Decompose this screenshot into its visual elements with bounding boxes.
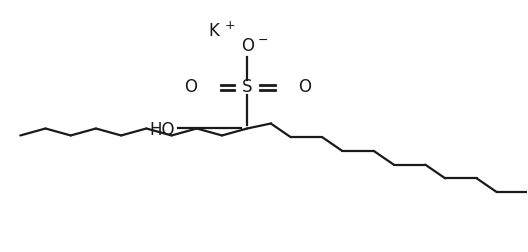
Text: −: −: [258, 34, 268, 47]
Text: O: O: [241, 37, 253, 55]
Text: S: S: [242, 78, 252, 96]
Text: +: +: [224, 19, 235, 32]
Text: HO: HO: [149, 121, 175, 139]
Text: K: K: [209, 22, 220, 40]
Text: O: O: [184, 78, 197, 96]
Text: O: O: [298, 78, 312, 96]
